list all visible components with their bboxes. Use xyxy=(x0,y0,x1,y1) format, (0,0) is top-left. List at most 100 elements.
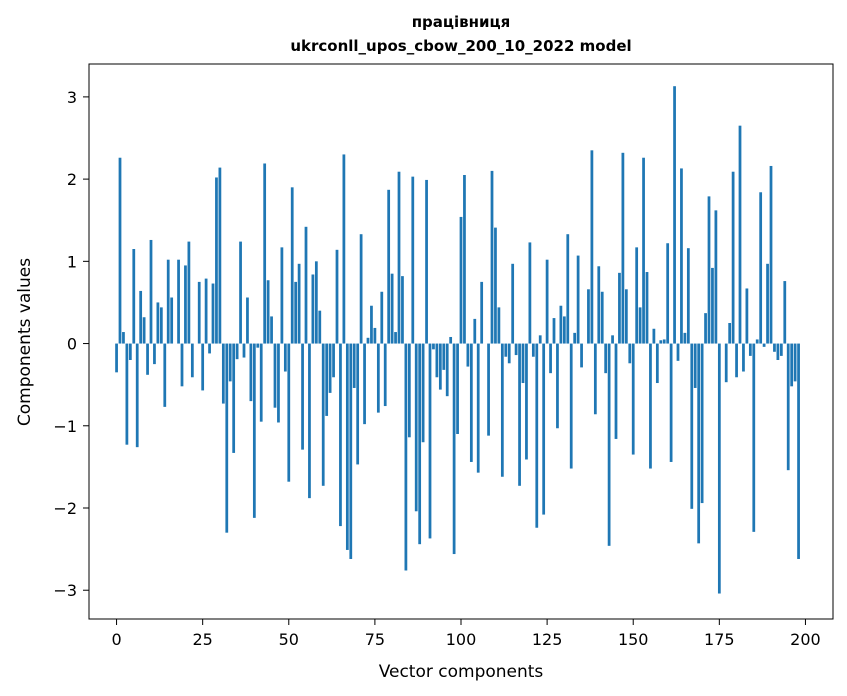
bar-149 xyxy=(628,343,632,364)
bar-138 xyxy=(590,150,594,344)
bar-11 xyxy=(153,343,156,365)
bar-16 xyxy=(170,297,174,344)
bar-101 xyxy=(463,175,466,344)
bar-48 xyxy=(280,247,284,344)
bar-33 xyxy=(228,343,232,382)
y-tick-label--1: −1 xyxy=(53,417,77,436)
bar-97 xyxy=(449,336,453,344)
bar-161 xyxy=(669,343,673,462)
bar-157 xyxy=(655,343,659,384)
bar-65 xyxy=(339,343,342,527)
bar-126 xyxy=(549,343,552,374)
bar-25 xyxy=(201,343,205,391)
bar-50 xyxy=(287,343,291,482)
bar-37 xyxy=(242,343,246,358)
bar-179 xyxy=(731,171,735,344)
bar-63 xyxy=(332,343,335,378)
bar-45 xyxy=(270,316,273,344)
bar-46 xyxy=(273,343,277,408)
bar-0 xyxy=(115,343,118,373)
bar-153 xyxy=(642,157,645,344)
bar-160 xyxy=(666,243,670,344)
bar-190 xyxy=(769,165,773,344)
bar-162 xyxy=(673,86,676,344)
bar-152 xyxy=(638,307,642,344)
bar-66 xyxy=(342,154,346,344)
bar-148 xyxy=(624,289,628,344)
bar-102 xyxy=(466,343,470,367)
bar-6 xyxy=(135,343,139,448)
bar-127 xyxy=(552,318,556,344)
bar-125 xyxy=(545,259,549,344)
bar-188 xyxy=(762,343,766,347)
x-tick-label-0: 0 xyxy=(111,630,121,649)
bar-92 xyxy=(432,343,435,350)
bar-31 xyxy=(221,343,225,404)
bar-71 xyxy=(359,234,363,344)
bar-158 xyxy=(659,340,663,344)
bar-35 xyxy=(235,343,239,360)
bar-193 xyxy=(779,343,783,356)
bar-164 xyxy=(680,168,683,344)
bar-5 xyxy=(132,249,136,344)
bar-118 xyxy=(521,343,525,384)
y-tick-label--2: −2 xyxy=(53,499,77,518)
bar-15 xyxy=(166,259,170,344)
bar-171 xyxy=(704,313,707,344)
bar-91 xyxy=(428,343,432,539)
bar-185 xyxy=(752,343,756,532)
bar-69 xyxy=(352,343,356,388)
bar-29 xyxy=(215,177,218,344)
bar-62 xyxy=(328,343,332,393)
bar-60 xyxy=(321,343,325,486)
bar-187 xyxy=(759,192,763,344)
bar-98 xyxy=(452,343,456,555)
bar-14 xyxy=(163,343,167,407)
bar-112 xyxy=(500,343,504,477)
bar-141 xyxy=(600,291,604,344)
bar-1 xyxy=(118,157,122,344)
bar-93 xyxy=(435,343,439,378)
bar-147 xyxy=(621,152,625,344)
bar-192 xyxy=(776,343,780,360)
y-tick-label-0: 0 xyxy=(67,335,77,354)
bar-47 xyxy=(277,343,280,423)
bar-128 xyxy=(556,343,559,429)
bar-100 xyxy=(459,216,463,344)
x-tick-label-150: 150 xyxy=(618,630,649,649)
chart-subtitle: ukrconll_upos_cbow_200_10_2022 model xyxy=(290,37,631,55)
bar-167 xyxy=(690,343,694,509)
bar-177 xyxy=(724,343,728,383)
bar-36 xyxy=(239,241,242,344)
y-axis-label: Components values xyxy=(15,258,35,426)
bar-113 xyxy=(504,343,508,357)
bar-151 xyxy=(635,247,639,344)
bar-191 xyxy=(773,343,776,352)
bar-144 xyxy=(611,335,614,344)
bar-54 xyxy=(301,343,304,450)
y-axis: −3 −2 −1 0 1 2 3 xyxy=(53,88,89,600)
bar-173 xyxy=(711,267,714,344)
bar-4 xyxy=(128,343,132,360)
bar-109 xyxy=(490,170,494,344)
bar-123 xyxy=(538,335,542,344)
bar-20 xyxy=(184,265,187,344)
bar-110 xyxy=(494,227,497,344)
x-tick-label-100: 100 xyxy=(446,630,477,649)
bar-43 xyxy=(263,163,267,344)
bar-94 xyxy=(438,343,442,390)
bar-75 xyxy=(373,327,377,344)
bar-79 xyxy=(387,189,391,344)
bar-108 xyxy=(487,343,490,436)
bar-174 xyxy=(714,210,718,344)
bar-58 xyxy=(314,261,318,344)
bar-28 xyxy=(211,283,215,344)
bar-129 xyxy=(559,305,563,344)
bar-39 xyxy=(249,343,253,402)
bar-121 xyxy=(531,343,535,357)
bar-104 xyxy=(473,318,477,344)
bar-163 xyxy=(676,343,680,361)
bar-52 xyxy=(294,281,298,344)
x-tick-label-25: 25 xyxy=(192,630,212,649)
